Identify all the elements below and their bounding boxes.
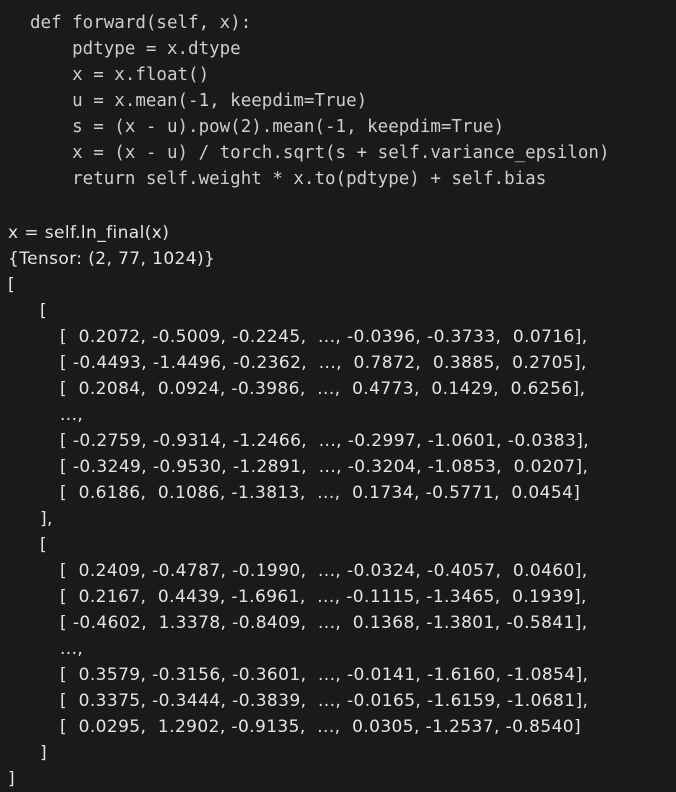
tensor-bracket-line: ], <box>40 509 53 529</box>
tensor-row: [ 0.0295, 1.2902, -0.9135, ..., 0.0305, … <box>60 717 582 737</box>
tensor-dump: [ [ [ 0.2072, -0.5009, -0.2245, ..., -0.03… <box>8 272 589 792</box>
tensor-bracket-line: ..., <box>60 405 84 425</box>
tensor-annotation: x = self.ln_final(x) {Tensor: (2, 77, 10… <box>8 220 589 792</box>
code-line: x = x.float() <box>30 65 210 85</box>
tensor-bracket-line: [ <box>40 301 48 321</box>
tensor-row: [ -0.2759, -0.9314, -1.2466, ..., -0.299… <box>60 431 590 451</box>
code-line: def forward(self, x): <box>30 13 252 33</box>
code-line: pdtype = x.dtype <box>30 39 241 59</box>
tensor-row: [ 0.6186, 0.1086, -1.3813, ..., 0.1734, … <box>60 483 581 503</box>
expression-line: x = self.ln_final(x) <box>8 223 170 243</box>
tensor-row: [ 0.3579, -0.3156, -0.3601, ..., -0.0141… <box>60 665 589 685</box>
tensor-row: [ 0.2072, -0.5009, -0.2245, ..., -0.0396… <box>60 327 588 347</box>
tensor-row: [ 0.2167, 0.4439, -1.6961, ..., -0.1115,… <box>60 587 587 607</box>
code-line: return self.weight * x.to(pdtype) + self… <box>30 169 547 189</box>
tensor-row: [ 0.2409, -0.4787, -0.1990, ..., -0.0324… <box>60 561 588 581</box>
tensor-bracket-line: ..., <box>60 639 84 659</box>
tensor-bracket-line: [ <box>8 275 16 295</box>
code-line: x = (x - u) / torch.sqrt(s + self.varian… <box>30 143 610 163</box>
tensor-row: [ -0.4493, -1.4496, -0.2362, ..., 0.7872… <box>60 353 587 373</box>
code-line: u = x.mean(-1, keepdim=True) <box>30 91 368 111</box>
tensor-row: [ -0.3249, -0.9530, -1.2891, ..., -0.320… <box>60 457 589 477</box>
tensor-row: [ -0.4602, 1.3378, -0.8409, ..., 0.1368,… <box>60 613 588 633</box>
tensor-row: [ 0.2084, 0.0924, -0.3986, ..., 0.4773, … <box>60 379 586 399</box>
tensor-bracket-line: ] <box>8 769 16 789</box>
tensor-bracket-line: ] <box>40 743 48 763</box>
tensor-row: [ 0.3375, -0.3444, -0.3839, ..., -0.0165… <box>60 691 589 711</box>
tensor-bracket-line: [ <box>40 535 48 555</box>
python-code-block: def forward(self, x): pdtype = x.dtype x… <box>30 10 609 192</box>
code-line: s = (x - u).pow(2).mean(-1, keepdim=True… <box>30 117 505 137</box>
tensor-shape-line: {Tensor: (2, 77, 1024)} <box>8 249 216 269</box>
